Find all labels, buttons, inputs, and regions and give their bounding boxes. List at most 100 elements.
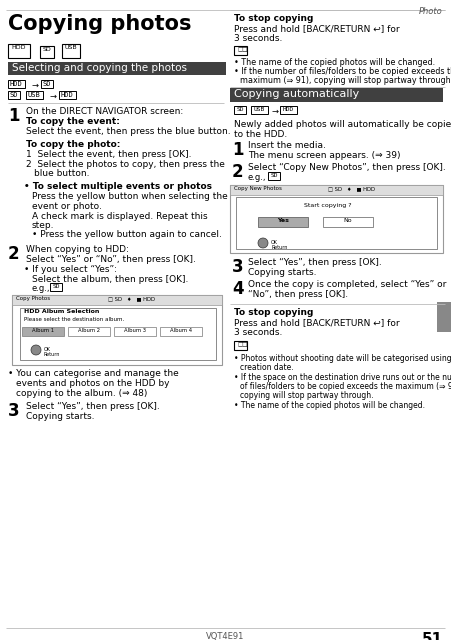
Text: step.: step.	[32, 221, 55, 230]
Text: Copying starts.: Copying starts.	[26, 412, 95, 421]
Text: e.g.,: e.g.,	[32, 284, 51, 293]
Text: No: No	[344, 218, 352, 223]
Text: Start copying ?: Start copying ?	[304, 203, 352, 208]
Text: Press the yellow button when selecting the: Press the yellow button when selecting t…	[32, 192, 228, 201]
Text: □□: □□	[237, 47, 248, 52]
Text: HDD: HDD	[61, 92, 74, 98]
Text: 3: 3	[232, 258, 244, 276]
Bar	[234, 46, 247, 55]
Text: SD: SD	[52, 284, 60, 289]
Text: Please select the destination album.: Please select the destination album.	[24, 317, 124, 322]
Text: Album 2: Album 2	[78, 328, 100, 333]
Text: • The name of the copied photos will be changed.: • The name of the copied photos will be …	[234, 401, 425, 410]
Text: To stop copying: To stop copying	[234, 14, 313, 23]
Text: Album 3: Album 3	[124, 328, 146, 333]
Text: □ SD   ♦   ■ HDD: □ SD ♦ ■ HDD	[108, 296, 155, 301]
Bar	[437, 302, 451, 332]
Text: Newly added photos will automatically be copied: Newly added photos will automatically be…	[234, 120, 451, 129]
Bar	[8, 44, 30, 58]
Text: Album 1: Album 1	[32, 328, 54, 333]
Bar	[236, 197, 437, 249]
Text: 3 seconds.: 3 seconds.	[234, 34, 282, 43]
Text: SD: SD	[43, 47, 51, 52]
Text: HDD: HDD	[10, 81, 23, 87]
Text: To copy the photo:: To copy the photo:	[26, 140, 120, 149]
Text: 4: 4	[232, 280, 244, 298]
Text: • Press the yellow button again to cancel.: • Press the yellow button again to cance…	[32, 230, 222, 239]
Text: to the HDD.: to the HDD.	[234, 130, 287, 139]
Text: USB: USB	[28, 92, 41, 98]
Text: of files/folders to be copied exceeds the maximum (⇒ 91),: of files/folders to be copied exceeds th…	[240, 382, 451, 391]
Bar	[12, 295, 222, 365]
Text: Return: Return	[271, 245, 287, 250]
Text: VQT4E91: VQT4E91	[206, 632, 244, 640]
Text: Select the event, then press the blue button.: Select the event, then press the blue bu…	[26, 127, 230, 136]
Bar	[323, 217, 373, 227]
Text: 2: 2	[232, 163, 244, 181]
Bar	[20, 308, 216, 360]
Text: Copying starts.: Copying starts.	[248, 268, 317, 277]
Bar	[230, 185, 443, 195]
Text: USB: USB	[64, 45, 77, 50]
Text: Press and hold [BACK/RETURN ↩] for: Press and hold [BACK/RETURN ↩] for	[234, 318, 400, 327]
Bar	[12, 295, 222, 305]
Text: To stop copying: To stop copying	[234, 308, 313, 317]
Text: SD: SD	[10, 92, 18, 98]
Text: SD: SD	[271, 173, 278, 178]
Bar	[50, 283, 62, 291]
Text: HDD: HDD	[12, 45, 26, 50]
Bar	[160, 327, 202, 336]
Bar	[68, 327, 110, 336]
Text: Select the album, then press [OK].: Select the album, then press [OK].	[32, 275, 189, 284]
Text: event or photo.: event or photo.	[32, 202, 102, 211]
Text: USB: USB	[253, 107, 265, 112]
Bar	[41, 80, 53, 88]
Bar	[8, 62, 226, 75]
Text: Copying photos: Copying photos	[8, 14, 192, 34]
Bar	[230, 88, 443, 102]
Text: 2  Select the photos to copy, then press the: 2 Select the photos to copy, then press …	[26, 160, 225, 169]
Text: Press and hold [BACK/RETURN ↩] for: Press and hold [BACK/RETURN ↩] for	[234, 24, 400, 33]
Text: When copying to HDD:: When copying to HDD:	[26, 245, 129, 254]
Text: □□: □□	[237, 342, 248, 347]
Text: Copy Photos: Copy Photos	[16, 296, 50, 301]
Text: Select “Copy New Photos”, then press [OK].: Select “Copy New Photos”, then press [OK…	[248, 163, 446, 172]
Text: Selecting and copying the photos: Selecting and copying the photos	[12, 63, 187, 73]
Text: Insert the media.: Insert the media.	[248, 141, 326, 150]
Text: creation date.: creation date.	[240, 363, 294, 372]
Text: On the DIRECT NAVIGATOR screen:: On the DIRECT NAVIGATOR screen:	[26, 107, 183, 116]
Bar	[234, 106, 246, 114]
Text: Album 4: Album 4	[170, 328, 192, 333]
Text: HDD Album Selection: HDD Album Selection	[24, 309, 99, 314]
Text: • Photos without shooting date will be categorised using the: • Photos without shooting date will be c…	[234, 354, 451, 363]
Text: 51: 51	[422, 632, 443, 640]
Bar	[230, 185, 443, 253]
Bar	[280, 106, 297, 114]
Text: events and photos on the HDD by: events and photos on the HDD by	[16, 379, 170, 388]
Bar	[258, 217, 308, 227]
Text: Once the copy is completed, select “Yes” or: Once the copy is completed, select “Yes”…	[248, 280, 446, 289]
Text: SD: SD	[236, 107, 244, 112]
Text: • You can categorise and manage the: • You can categorise and manage the	[8, 369, 179, 378]
Text: maximum (⇒ 91), copying will stop partway through.: maximum (⇒ 91), copying will stop partwa…	[240, 76, 451, 85]
Circle shape	[31, 345, 41, 355]
Text: Select “Yes”, then press [OK].: Select “Yes”, then press [OK].	[26, 402, 160, 411]
Text: Photo: Photo	[419, 7, 443, 16]
Text: • If the space on the destination drive runs out or the number: • If the space on the destination drive …	[234, 373, 451, 382]
Bar	[40, 46, 54, 58]
Text: HDD: HDD	[283, 107, 294, 112]
Bar	[234, 341, 247, 350]
Bar	[22, 327, 64, 336]
Bar	[62, 44, 80, 58]
Text: • If you select “Yes”:: • If you select “Yes”:	[24, 265, 117, 274]
Text: Copy New Photos: Copy New Photos	[234, 186, 282, 191]
Bar	[268, 172, 281, 180]
Text: Yes: Yes	[277, 218, 289, 223]
Text: copying to the album. (⇒ 48): copying to the album. (⇒ 48)	[16, 389, 147, 398]
Bar	[114, 327, 156, 336]
Text: e.g.,: e.g.,	[248, 173, 267, 182]
Text: Select “Yes”, then press [OK].: Select “Yes”, then press [OK].	[248, 258, 382, 267]
Text: →: →	[50, 92, 57, 101]
Text: • The name of the copied photos will be changed.: • The name of the copied photos will be …	[234, 58, 435, 67]
Text: copying will stop partway through.: copying will stop partway through.	[240, 391, 373, 400]
